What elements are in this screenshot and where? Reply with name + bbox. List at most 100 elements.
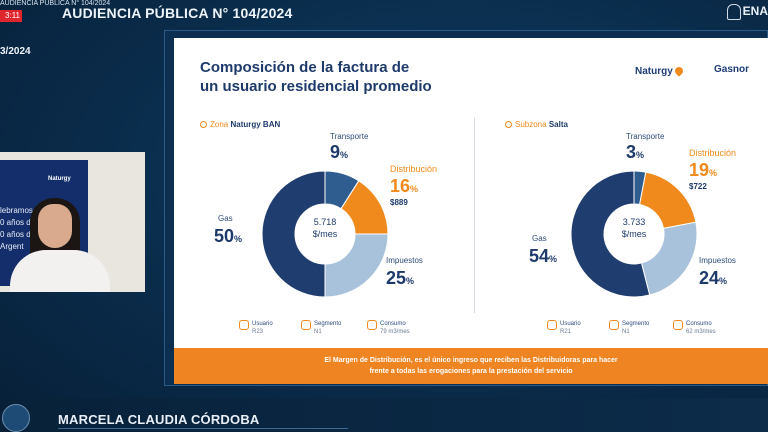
slide-title: Composición de la factura de un usuario … — [200, 58, 500, 96]
poster-text: lebramos 0 años d 0 años d Argent — [0, 205, 40, 253]
zone-name: Naturgy BAN — [230, 120, 281, 129]
donut-chart-salta — [570, 170, 698, 298]
location-pin-icon — [505, 121, 512, 129]
presentation-slide: Composición de la factura de un usuario … — [174, 38, 768, 384]
slide-title-line2: un usuario residencial promedio — [200, 78, 432, 95]
center-unit: $/mes — [312, 229, 338, 239]
group-icon — [301, 320, 311, 330]
top-bar: AUDIENCIA PÚBLICA N° 104/2024 3:11 AUDIE… — [0, 0, 768, 30]
pct-impuestos: 25% — [386, 268, 414, 289]
speaker-face — [38, 204, 72, 248]
pct-symbol: % — [410, 184, 419, 194]
zone-prefix: Subzona — [515, 120, 547, 129]
label-impuestos: Impuestos — [386, 256, 423, 265]
speaker-body — [10, 250, 110, 292]
chart-icon — [673, 320, 683, 330]
pct-impuestos: 24% — [699, 268, 727, 289]
meta-segmento: Segmento N1 — [609, 320, 650, 336]
amount-distribucion: $889 — [390, 198, 408, 207]
donut-chart-ban — [261, 170, 389, 298]
donut-center-salta: 3.733 $/mes — [604, 216, 664, 240]
pct-value: 16 — [390, 176, 411, 196]
pct-symbol: % — [719, 276, 728, 286]
meta-value: 79 m3/mes — [380, 329, 410, 335]
pct-gas: 50% — [214, 226, 242, 247]
amount-distribucion: $722 — [689, 182, 707, 191]
pct-transporte: 3% — [626, 142, 644, 163]
meta-label: Segmento — [622, 321, 650, 327]
label-transporte: Transporte — [626, 132, 665, 141]
meta-consumo: Consumo 79 m3/mes — [367, 320, 410, 336]
pct-gas: 54% — [529, 246, 557, 267]
location-pin-icon — [200, 121, 207, 129]
chart-icon — [367, 320, 377, 330]
center-value: 5.718 — [313, 217, 337, 227]
meta-value: N1 — [622, 329, 630, 335]
info-banner: El Margen de Distribución, es el único i… — [174, 348, 768, 384]
poster-line: Argent — [0, 242, 24, 251]
speaker-underline — [58, 428, 348, 429]
meta-usuario: Usuario R23 — [239, 320, 273, 336]
crest-icon — [726, 4, 741, 20]
slide-title-line1: Composición de la factura de — [200, 59, 410, 76]
speaker-webcam: Naturgy lebramos 0 años d 0 años d Argen… — [0, 152, 145, 292]
banner-line1: El Margen de Distribución, es el único i… — [324, 357, 618, 364]
enargas-logo: ENA — [726, 4, 768, 20]
naturgy-logo: Naturgy — [635, 65, 685, 78]
meta-label: Consumo — [380, 321, 406, 327]
meta-consumo: Consumo 62 m3/mes — [673, 320, 716, 336]
gasnor-logo: Gasnor — [714, 64, 750, 75]
pct-value: 50 — [214, 226, 235, 246]
panel-divider — [474, 118, 475, 313]
banner-line2: frente a todas las erogaciones para la p… — [369, 368, 573, 375]
center-unit: $/mes — [621, 229, 647, 239]
meta-value: 62 m3/mes — [686, 329, 716, 335]
pct-value: 19 — [689, 160, 710, 180]
zone-name: Salta — [548, 120, 568, 129]
label-gas: Gas — [218, 214, 233, 223]
pct-value: 3 — [626, 142, 637, 162]
label-gas: Gas — [532, 234, 547, 243]
poster-line: 0 años d — [0, 218, 31, 227]
pct-value: 25 — [386, 268, 407, 288]
label-impuestos: Impuestos — [699, 256, 736, 265]
date-label: 3/2024 — [0, 46, 31, 57]
pct-value: 9 — [330, 142, 341, 162]
meta-segmento: Segmento N1 — [301, 320, 342, 336]
meta-label: Usuario — [252, 321, 273, 327]
center-value: 3.733 — [622, 217, 646, 227]
pct-symbol: % — [234, 234, 243, 244]
meta-value: R21 — [560, 329, 572, 335]
poster-logo: Naturgy — [48, 176, 71, 182]
meta-usuario: Usuario R21 — [547, 320, 581, 336]
poster-line: lebramos — [0, 206, 33, 215]
flame-icon — [673, 65, 685, 78]
lower-third — [0, 398, 768, 432]
meta-label: Segmento — [314, 321, 342, 327]
pct-symbol: % — [709, 168, 718, 178]
meta-label: Usuario — [560, 321, 581, 327]
enargas-logo-text: ENA — [742, 4, 768, 19]
meta-value: R23 — [252, 329, 264, 335]
pct-symbol: % — [549, 254, 558, 264]
group-icon — [609, 320, 619, 330]
pct-symbol: % — [340, 150, 349, 160]
meta-value: N1 — [314, 329, 322, 335]
pct-value: 54 — [529, 246, 550, 266]
naturgy-logo-text: Naturgy — [635, 66, 673, 77]
pct-distribucion: 16% — [390, 176, 418, 197]
speaker-name: MARCELA CLAUDIA CÓRDOBA — [58, 412, 260, 427]
pct-transporte: 9% — [330, 142, 348, 163]
pct-symbol: % — [406, 276, 415, 286]
crest-icon — [2, 404, 30, 432]
user-icon — [239, 320, 249, 330]
poster-line: 0 años d — [0, 230, 31, 239]
donut-hole — [295, 204, 355, 264]
label-transporte: Transporte — [330, 132, 369, 141]
zone-label-ban: Zona Naturgy BAN — [200, 120, 280, 129]
zone-prefix: Zona — [210, 120, 229, 129]
live-time-badge: 3:11 — [0, 10, 22, 22]
donut-center-ban: 5.718 $/mes — [295, 216, 355, 240]
user-icon — [547, 320, 557, 330]
pct-distribucion: 19% — [689, 160, 717, 181]
